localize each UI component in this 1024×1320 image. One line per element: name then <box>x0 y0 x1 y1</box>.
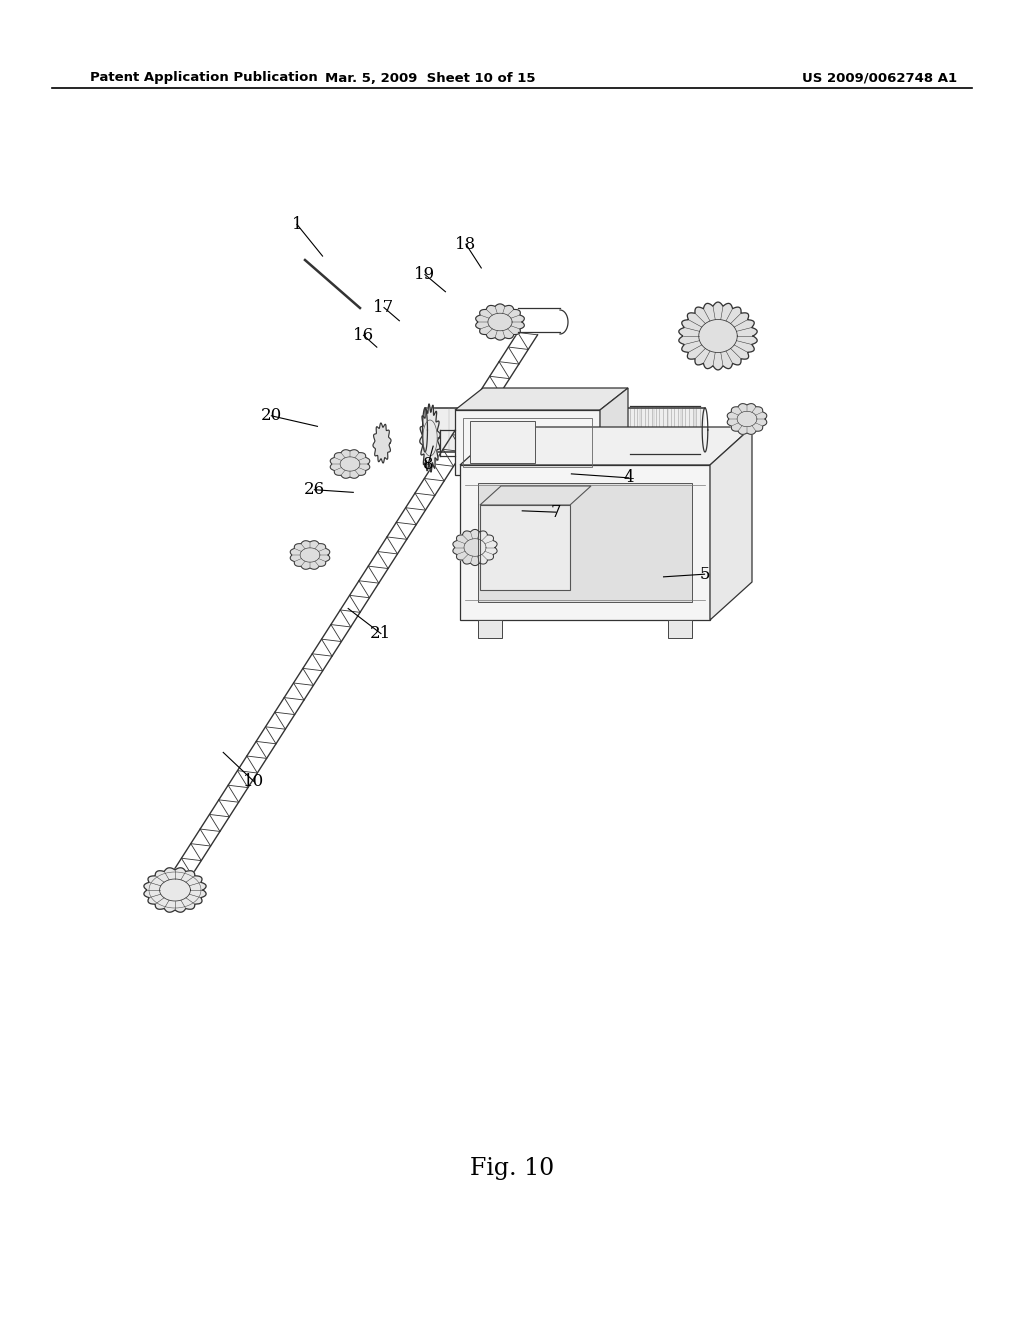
Text: Fig. 10: Fig. 10 <box>470 1156 554 1180</box>
Polygon shape <box>330 450 370 478</box>
Polygon shape <box>727 404 767 434</box>
Polygon shape <box>144 867 206 912</box>
Polygon shape <box>425 408 705 451</box>
Text: Patent Application Publication: Patent Application Publication <box>90 71 317 84</box>
Polygon shape <box>600 388 628 475</box>
Text: US 2009/0062748 A1: US 2009/0062748 A1 <box>803 71 957 84</box>
Text: 21: 21 <box>371 626 391 642</box>
Polygon shape <box>478 620 502 638</box>
Text: 5: 5 <box>699 566 710 582</box>
Polygon shape <box>373 422 391 463</box>
Text: 8: 8 <box>423 457 433 473</box>
Text: 20: 20 <box>261 408 282 424</box>
Text: 16: 16 <box>353 327 374 343</box>
Text: 17: 17 <box>374 300 394 315</box>
Polygon shape <box>480 486 591 506</box>
Polygon shape <box>470 421 535 463</box>
Text: 7: 7 <box>551 504 561 520</box>
Text: 18: 18 <box>456 236 476 252</box>
Polygon shape <box>460 465 710 620</box>
Polygon shape <box>290 541 330 569</box>
Text: 26: 26 <box>304 482 325 498</box>
Polygon shape <box>480 506 570 590</box>
Polygon shape <box>453 529 497 565</box>
Polygon shape <box>476 304 524 341</box>
Text: Mar. 5, 2009  Sheet 10 of 15: Mar. 5, 2009 Sheet 10 of 15 <box>325 71 536 84</box>
Polygon shape <box>455 388 628 411</box>
Polygon shape <box>460 426 752 465</box>
Text: 1: 1 <box>292 216 302 232</box>
Polygon shape <box>420 404 440 473</box>
Text: 10: 10 <box>244 774 264 789</box>
Polygon shape <box>710 426 752 620</box>
Polygon shape <box>668 620 692 638</box>
Text: 4: 4 <box>624 470 634 486</box>
Polygon shape <box>478 483 692 602</box>
Polygon shape <box>455 411 600 475</box>
Text: 19: 19 <box>415 267 435 282</box>
Polygon shape <box>679 302 757 370</box>
